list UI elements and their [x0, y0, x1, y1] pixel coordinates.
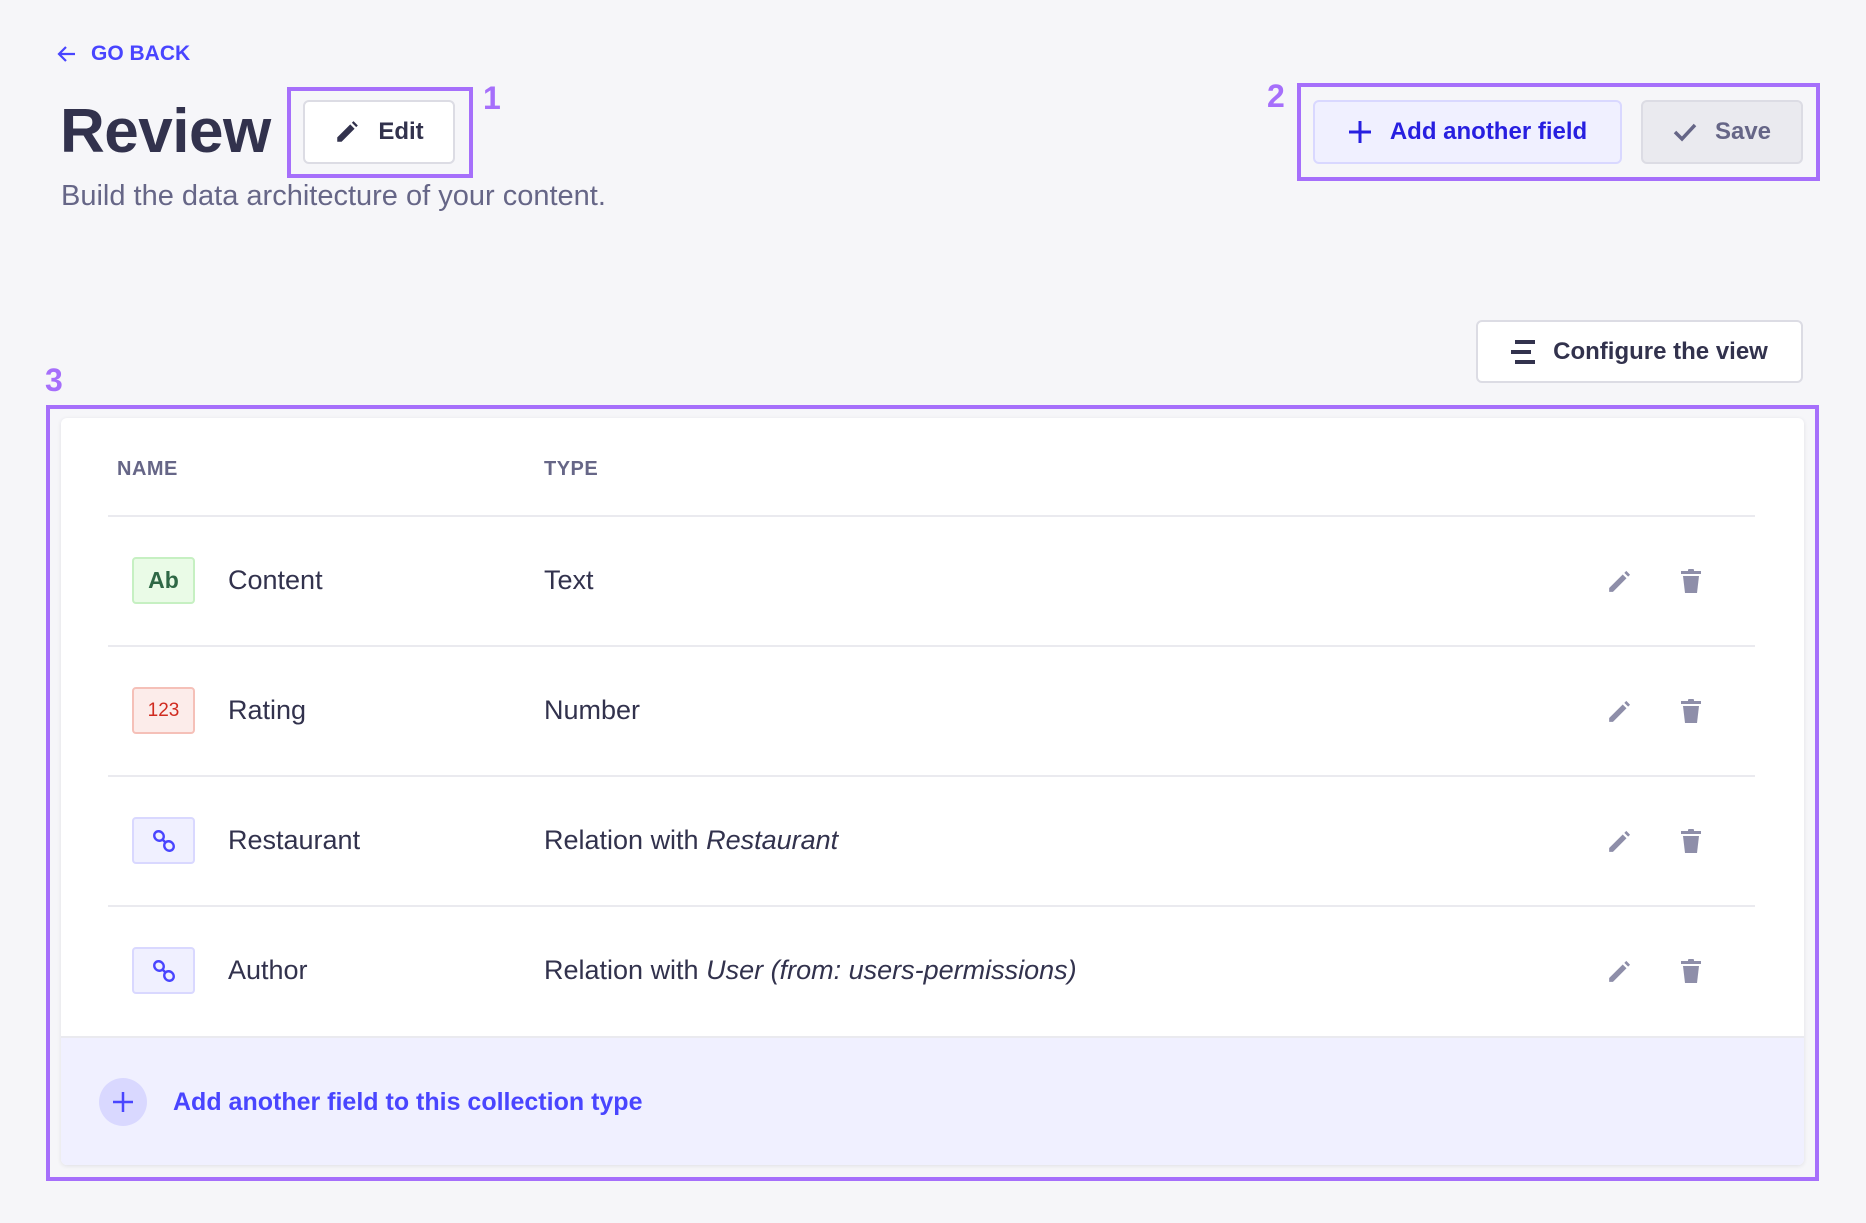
trash-icon — [1681, 569, 1701, 593]
trash-icon — [1681, 699, 1701, 723]
save-label: Save — [1714, 118, 1772, 145]
relation-target: User (from: users-permissions) — [706, 955, 1077, 985]
add-field-footer[interactable]: Add another field to this collection typ… — [61, 1036, 1804, 1165]
go-back-label: GO BACK — [91, 42, 191, 65]
configure-label: Configure the view — [1553, 337, 1768, 365]
trash-icon — [1681, 959, 1701, 983]
field-type-prefix: Text — [544, 565, 594, 595]
pencil-icon — [1609, 700, 1631, 722]
page-subtitle: Build the data architecture of your cont… — [61, 180, 606, 212]
add-field-to-collection-link[interactable]: Add another field to this collection typ… — [173, 1088, 643, 1116]
plus-circle-icon — [99, 1078, 147, 1126]
plus-icon — [113, 1092, 133, 1112]
field-type: Text — [544, 565, 594, 596]
trash-icon — [1681, 829, 1701, 853]
delete-field-button[interactable] — [1676, 826, 1706, 856]
pencil-icon — [1609, 960, 1631, 982]
annotation-label-3: 3 — [45, 362, 63, 398]
field-type-badge — [132, 817, 195, 864]
field-name: Content — [228, 565, 323, 595]
field-name: Restaurant — [228, 825, 361, 855]
delete-field-button[interactable] — [1676, 696, 1706, 726]
arrow-left-icon — [57, 46, 75, 62]
column-header-type: TYPE — [544, 458, 599, 480]
edit-field-button[interactable] — [1605, 566, 1635, 596]
field-type-badge — [132, 947, 195, 994]
delete-field-button[interactable] — [1676, 956, 1706, 986]
field-type-prefix: Relation with — [544, 955, 707, 985]
table-row: Restaurant Relation with Restaurant — [61, 776, 1804, 906]
field-name: Rating — [228, 695, 307, 725]
pencil-icon — [337, 121, 359, 142]
edit-field-button[interactable] — [1605, 956, 1635, 986]
add-field-label: Add another field — [1389, 118, 1588, 145]
text-type-badge-label: Ab — [148, 567, 179, 593]
divider — [108, 515, 1755, 517]
link-icon — [152, 959, 175, 982]
link-icon — [152, 829, 175, 852]
edit-field-button[interactable] — [1605, 696, 1635, 726]
annotation-label-1: 1 — [483, 80, 501, 116]
field-type: Number — [544, 695, 640, 726]
configure-view-button[interactable]: Configure the view — [1476, 320, 1803, 383]
number-type-badge-label: 123 — [147, 699, 180, 721]
column-header-name: NAME — [117, 458, 178, 480]
relation-target: Restaurant — [706, 825, 839, 855]
go-back-link[interactable]: GO BACK — [57, 42, 190, 66]
edit-field-button[interactable] — [1605, 826, 1635, 856]
divider — [108, 775, 1755, 777]
add-another-field-button[interactable]: Add another field — [1313, 100, 1622, 164]
field-name: Author — [228, 955, 308, 985]
save-button[interactable]: Save — [1641, 100, 1803, 164]
divider — [108, 905, 1755, 907]
annotation-box-2 — [1297, 83, 1820, 181]
table-row: Ab Content Text — [61, 516, 1804, 646]
edit-label: Edit — [378, 118, 424, 145]
pencil-icon — [1609, 830, 1631, 852]
delete-field-button[interactable] — [1676, 566, 1706, 596]
field-type-prefix: Relation with — [544, 825, 707, 855]
field-type-badge: 123 — [132, 687, 195, 734]
layout-icon — [1511, 339, 1536, 364]
field-type-badge: Ab — [132, 557, 195, 604]
field-type-prefix: Number — [544, 695, 641, 725]
annotation-label-2: 2 — [1267, 78, 1285, 114]
plus-icon — [1348, 121, 1371, 143]
annotation-box-3 — [46, 405, 1819, 1181]
field-type: Relation with User (from: users-permissi… — [544, 955, 1077, 986]
page-title: Review — [60, 97, 271, 166]
edit-button[interactable]: Edit — [303, 100, 455, 164]
check-icon — [1673, 123, 1697, 142]
table-row: 123 Rating Number — [61, 646, 1804, 776]
divider — [108, 645, 1755, 647]
table-row: Author Relation with User (from: users-pe… — [61, 906, 1804, 1036]
annotation-box-1 — [287, 87, 473, 178]
field-type: Relation with Restaurant — [544, 825, 838, 856]
pencil-icon — [1609, 570, 1631, 592]
